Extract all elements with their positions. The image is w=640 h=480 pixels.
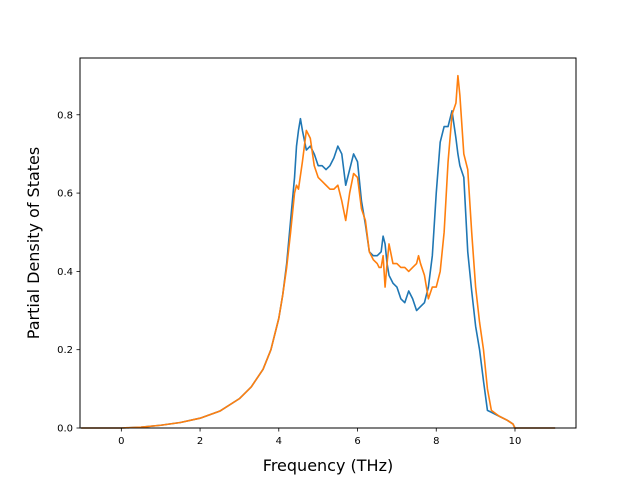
axes-layer: 0 2 4 6 8 10 0.0 0.2 0.4 0.6 0.8	[57, 110, 521, 447]
y-tick-label: 0.4	[57, 267, 73, 278]
x-tick-label: 6	[354, 436, 360, 447]
y-tick-label: 0.8	[57, 110, 73, 121]
x-tick-label: 8	[433, 436, 439, 447]
y-tick-label: 0.0	[57, 424, 73, 435]
plot-frame	[79, 57, 577, 429]
y-axis-label: Partial Density of States	[24, 147, 43, 339]
plot-area	[80, 58, 576, 428]
series-line-2	[81, 74, 556, 429]
x-tick-label: 10	[509, 436, 522, 447]
series-layer	[81, 74, 556, 429]
y-tick-label: 0.2	[57, 345, 73, 356]
x-tick-label: 0	[118, 436, 124, 447]
x-tick-label: 4	[276, 436, 282, 447]
x-tick-label: 2	[197, 436, 203, 447]
y-tick-label: 0.6	[57, 189, 73, 200]
x-axis-label: Frequency (THz)	[263, 456, 393, 475]
